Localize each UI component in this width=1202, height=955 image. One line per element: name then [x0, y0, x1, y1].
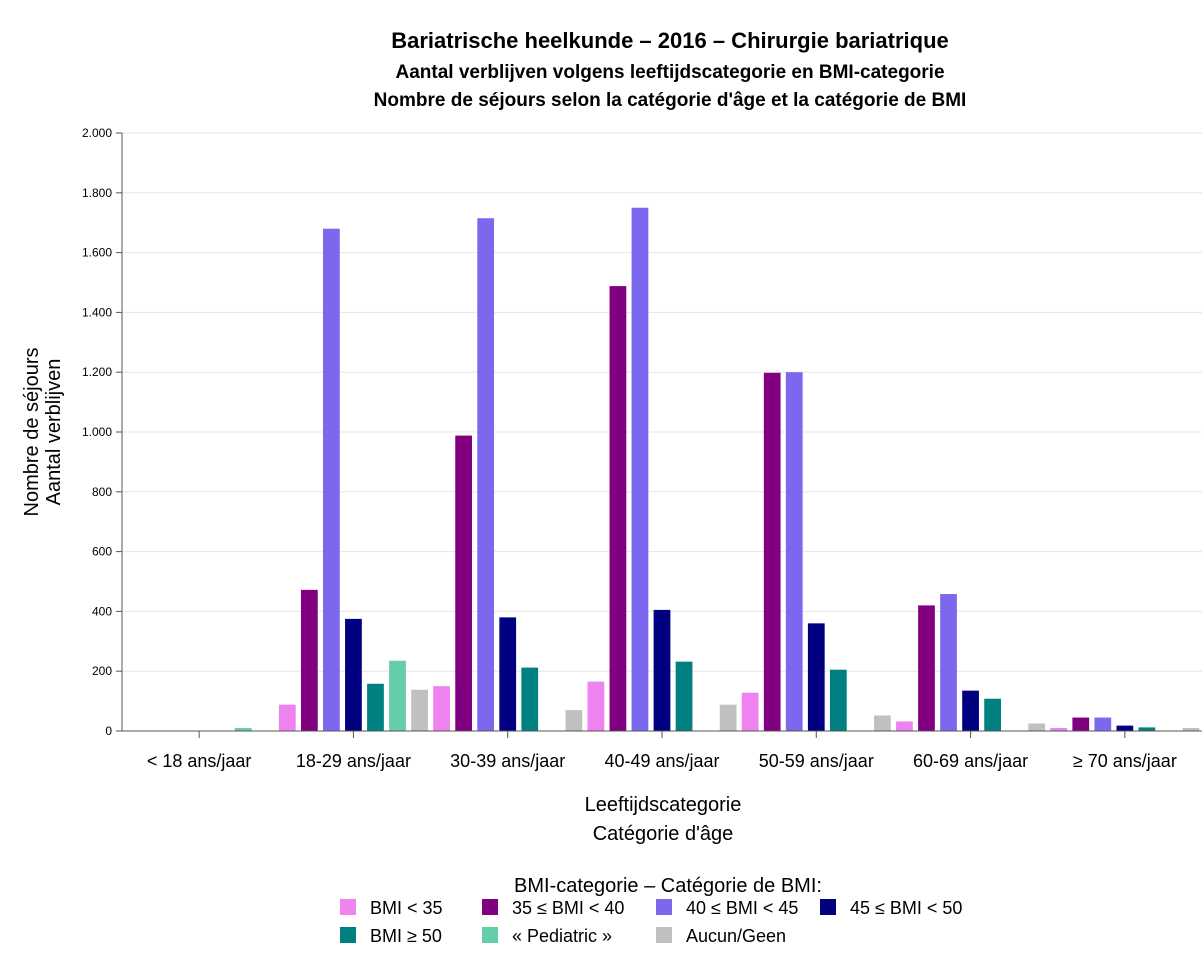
bar	[565, 710, 583, 731]
x-tick-label: < 18 ans/jaar	[147, 751, 252, 771]
y-tick-label: 400	[92, 604, 112, 618]
y-tick-label: 1.800	[82, 186, 112, 200]
legend-swatch	[340, 899, 356, 915]
bar	[763, 372, 781, 731]
gridlines	[122, 132, 1202, 672]
legend-swatch	[656, 927, 672, 943]
bar	[411, 689, 428, 731]
y-axis: 0 200 400 600 800 1.000 1.200 1.400 1.600 1.800 2.…	[82, 126, 123, 738]
y-tick-label: 0	[105, 724, 112, 738]
bar	[455, 435, 473, 731]
y-tick-label: 2.000	[82, 126, 112, 140]
legend-label: Aucun/Geen	[686, 926, 786, 946]
chart-title: Bariatrische heelkunde – 2016 – Chirurgi…	[391, 28, 949, 53]
legend-label: BMI ≥ 50	[370, 926, 442, 946]
x-tick-label: 60-69 ans/jaar	[913, 751, 1028, 771]
y-tick-label: 1.000	[82, 425, 112, 439]
bar	[719, 704, 737, 731]
x-tick-label: 40-49 ans/jaar	[604, 751, 719, 771]
bar	[896, 721, 913, 731]
bars	[234, 207, 1200, 732]
x-axis-title-1: Leeftijdscategorie	[585, 794, 742, 816]
bar	[1050, 728, 1068, 731]
legend-label: 40 ≤ BMI < 45	[686, 898, 798, 918]
y-axis-title-2: Aantal verblijven	[43, 359, 65, 506]
legend-label: « Pediatric »	[512, 926, 612, 946]
bar	[829, 669, 847, 731]
bar	[984, 698, 1001, 731]
legend-swatch	[482, 899, 498, 915]
bar	[918, 605, 935, 731]
bar	[521, 667, 539, 731]
bar	[940, 594, 957, 731]
y-tick-label: 800	[92, 485, 112, 499]
legend-label: BMI < 35	[370, 898, 443, 918]
y-tick-label: 1.200	[82, 365, 112, 379]
bar	[1094, 717, 1112, 731]
bar	[1028, 723, 1046, 731]
bar	[587, 681, 605, 731]
bar	[807, 623, 825, 731]
x-axis: < 18 ans/jaar 18-29 ans/jaar 30-39 ans/jaa…	[122, 730, 1202, 771]
bar	[234, 728, 252, 731]
bar	[785, 372, 803, 731]
legend-title: BMI-categorie – Catégorie de BMI:	[514, 875, 822, 897]
bar	[653, 609, 671, 731]
y-tick-label: 1.400	[82, 305, 112, 319]
bar	[962, 690, 979, 731]
bar	[1116, 725, 1134, 731]
x-tick-label: 30-39 ans/jaar	[450, 751, 565, 771]
bar	[874, 715, 891, 731]
bar	[300, 589, 318, 731]
y-tick-label: 1.600	[82, 246, 112, 260]
x-tick-label: 50-59 ans/jaar	[759, 751, 874, 771]
bar	[367, 683, 384, 731]
bar	[345, 618, 362, 731]
legend-swatch	[482, 927, 498, 943]
bar	[631, 207, 649, 731]
bar	[1072, 717, 1090, 731]
bar	[278, 704, 296, 731]
legend-swatch	[656, 899, 672, 915]
bar	[389, 660, 406, 731]
bar	[1182, 728, 1200, 731]
bar	[609, 286, 627, 731]
legend-swatch	[340, 927, 356, 943]
y-tick-label: 600	[92, 545, 112, 559]
legend-swatch	[820, 899, 836, 915]
chart-subtitle-2: Nombre de séjours selon la catégorie d'â…	[374, 90, 967, 111]
bar	[1138, 727, 1156, 731]
bar	[741, 692, 759, 731]
legend: BMI-categorie – Catégorie de BMI: BMI < …	[340, 875, 962, 946]
bar	[675, 661, 693, 731]
x-tick-label: 18-29 ans/jaar	[296, 751, 411, 771]
y-tick-label: 200	[92, 664, 112, 678]
x-tick-label: ≥ 70 ans/jaar	[1073, 751, 1177, 771]
legend-label: 45 ≤ BMI < 50	[850, 898, 962, 918]
y-axis-title-1: Nombre de séjours	[21, 348, 43, 517]
bar	[323, 228, 340, 731]
bar	[433, 686, 450, 731]
chart-subtitle-1: Aantal verblijven volgens leeftijdscateg…	[395, 62, 944, 83]
legend-label: 35 ≤ BMI < 40	[512, 898, 624, 918]
bar	[477, 218, 495, 732]
x-axis-title-2: Catégorie d'âge	[593, 823, 734, 845]
bar	[499, 617, 517, 731]
